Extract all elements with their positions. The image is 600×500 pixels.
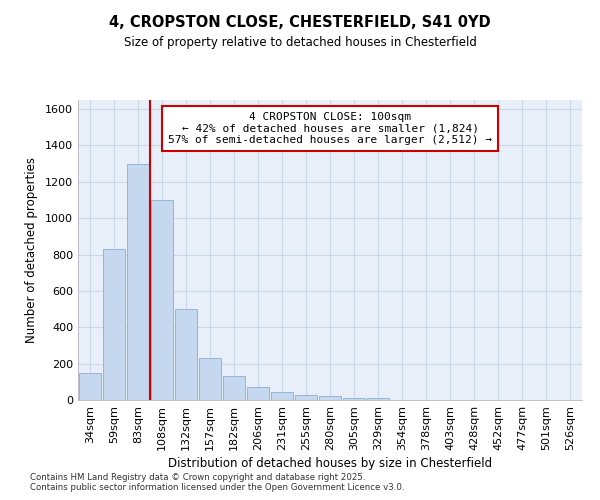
Bar <box>127 164 149 400</box>
Bar <box>151 200 173 400</box>
Bar <box>343 398 365 400</box>
Bar <box>319 396 341 400</box>
Bar <box>199 358 221 400</box>
Bar <box>175 309 197 400</box>
Bar <box>79 372 101 400</box>
Bar <box>223 376 245 400</box>
Bar <box>103 249 125 400</box>
X-axis label: Distribution of detached houses by size in Chesterfield: Distribution of detached houses by size … <box>168 457 492 470</box>
Bar <box>367 398 389 400</box>
Text: Contains HM Land Registry data © Crown copyright and database right 2025.
Contai: Contains HM Land Registry data © Crown c… <box>30 473 404 492</box>
Bar <box>271 392 293 400</box>
Y-axis label: Number of detached properties: Number of detached properties <box>25 157 38 343</box>
Text: 4, CROPSTON CLOSE, CHESTERFIELD, S41 0YD: 4, CROPSTON CLOSE, CHESTERFIELD, S41 0YD <box>109 15 491 30</box>
Text: Size of property relative to detached houses in Chesterfield: Size of property relative to detached ho… <box>124 36 476 49</box>
Bar <box>295 394 317 400</box>
Text: 4 CROPSTON CLOSE: 100sqm
← 42% of detached houses are smaller (1,824)
57% of sem: 4 CROPSTON CLOSE: 100sqm ← 42% of detach… <box>168 112 492 145</box>
Bar <box>247 388 269 400</box>
